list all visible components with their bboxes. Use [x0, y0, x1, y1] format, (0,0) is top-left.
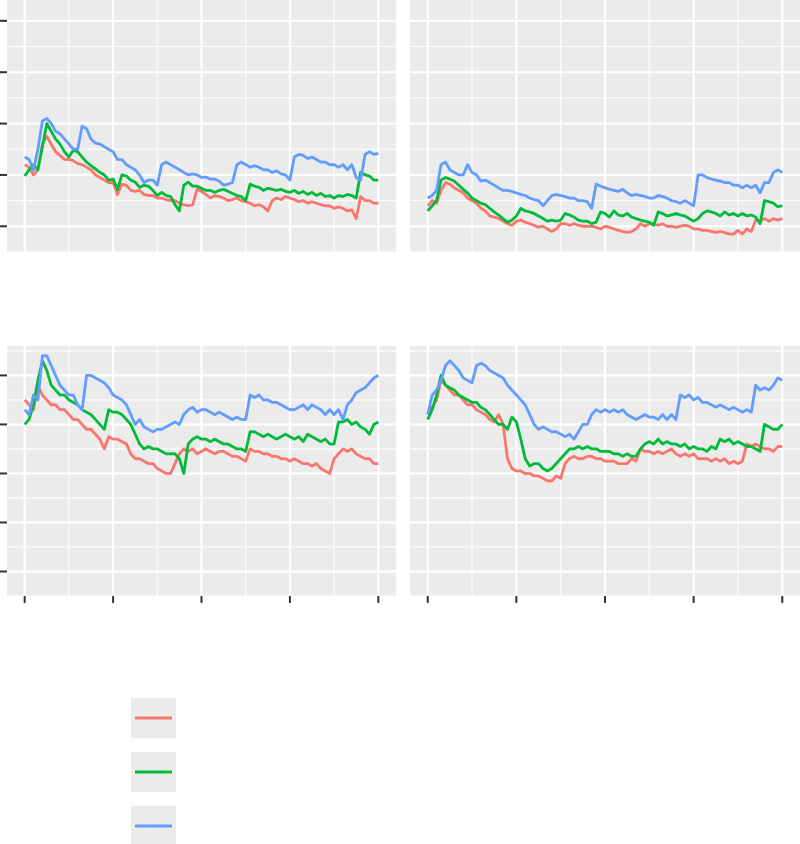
- series-line-2: [23, 359, 379, 475]
- series-line-1: [426, 181, 783, 236]
- series-line-1: [23, 383, 379, 475]
- series-line-1: [426, 378, 783, 483]
- facet-panel-1: [0, 0, 396, 253]
- series-line-2: [426, 176, 783, 227]
- series-line-3: [24, 117, 379, 187]
- series-line-3: [23, 354, 379, 434]
- series-line-3: [426, 359, 783, 441]
- facet-panel-3: [0, 346, 396, 603]
- series-line-2: [426, 374, 784, 473]
- facet-panel-4: [410, 346, 800, 603]
- series-line-3: [426, 160, 784, 210]
- series-line-1: [24, 135, 379, 220]
- legend: [131, 698, 176, 844]
- series-line-2: [23, 122, 379, 213]
- facet-panel-2: [410, 0, 800, 253]
